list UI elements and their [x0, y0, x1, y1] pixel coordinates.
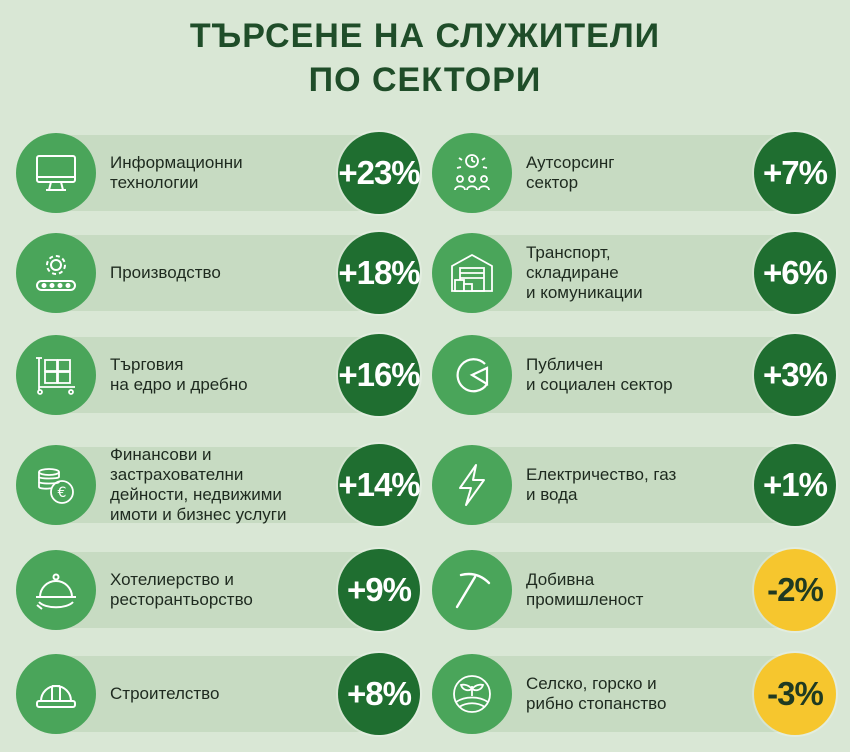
sector-label: Производство — [110, 263, 221, 282]
sector-label: Транспорт, складиране и комуникации — [526, 243, 643, 302]
agriculture-icon — [432, 654, 512, 734]
sector-label: Финансови и застрахователни дейности, не… — [110, 445, 287, 524]
monitor-icon — [16, 133, 96, 213]
title-line-2: ПО СЕКТОРИ — [308, 61, 542, 99]
svg-text:€: € — [58, 485, 67, 501]
sector-label: Строителство — [110, 684, 220, 703]
sector-label: Търговия на едро и дребно — [110, 355, 248, 394]
euro-coins-icon: € — [16, 445, 96, 525]
sector-value: +8% — [338, 653, 420, 735]
sector-card-outsourcing: Аутсорсинг сектор +7% — [432, 128, 836, 218]
hard-hat-icon — [16, 654, 96, 734]
sector-label: Електричество, газ и вода — [526, 465, 677, 504]
sector-value: +7% — [754, 132, 836, 214]
conveyor-gear-icon — [16, 233, 96, 313]
sector-value: -2% — [754, 549, 836, 631]
sector-card-utilities: Електричество, газ и вода +1% — [432, 440, 836, 530]
sector-label: Публичен и социален сектор — [526, 355, 673, 394]
sector-value: +16% — [338, 334, 421, 416]
sector-label: Добивна промишленост — [526, 570, 644, 609]
sector-value: +9% — [338, 549, 420, 631]
sector-card-hospitality: Хотелиерство и ресторантьорство +9% — [16, 545, 420, 635]
pickaxe-icon — [432, 550, 512, 630]
sector-value: +3% — [754, 334, 836, 416]
sector-value: +18% — [338, 232, 421, 314]
sector-label: Информационни технологии — [110, 153, 243, 192]
pallet-jack-icon — [16, 335, 96, 415]
sector-label: Аутсорсинг сектор — [526, 153, 615, 192]
sector-card-transport: Транспорт, складиране и комуникации +6% — [432, 228, 836, 318]
title-line-1: ТЪРСЕНЕ НА СЛУЖИТЕЛИ — [189, 17, 661, 55]
sector-card-trade: Търговия на едро и дребно +16% — [16, 330, 421, 420]
sector-value: -3% — [754, 653, 836, 735]
sector-card-it: Информационни технологии +23% — [16, 128, 421, 218]
sector-value: +6% — [754, 232, 836, 314]
sector-value: +14% — [338, 444, 421, 526]
sector-card-mining: Добивна промишленост -2% — [432, 545, 836, 635]
sector-label: Селско, горско и рибно стопанство — [526, 674, 667, 713]
sector-card-finance: € Финансови и застрахователни дейности, … — [16, 440, 421, 530]
sector-card-manufacturing: Производство +18% — [16, 228, 421, 318]
page-title: ТЪРСЕНЕ НА СЛУЖИТЕЛИ ПО СЕКТОРИ — [0, 14, 850, 102]
team-icon — [432, 133, 512, 213]
sector-value: +1% — [754, 444, 836, 526]
warehouse-icon — [432, 233, 512, 313]
lightning-icon — [432, 445, 512, 525]
sector-card-public: Публичен и социален сектор +3% — [432, 330, 836, 420]
sector-card-construction: Строителство +8% — [16, 649, 420, 739]
cloche-icon — [16, 550, 96, 630]
sector-label: Хотелиерство и ресторантьорство — [110, 570, 253, 609]
sector-card-agriculture: Селско, горско и рибно стопанство -3% — [432, 649, 836, 739]
public-sector-icon — [432, 335, 512, 415]
sector-value: +23% — [338, 132, 421, 214]
